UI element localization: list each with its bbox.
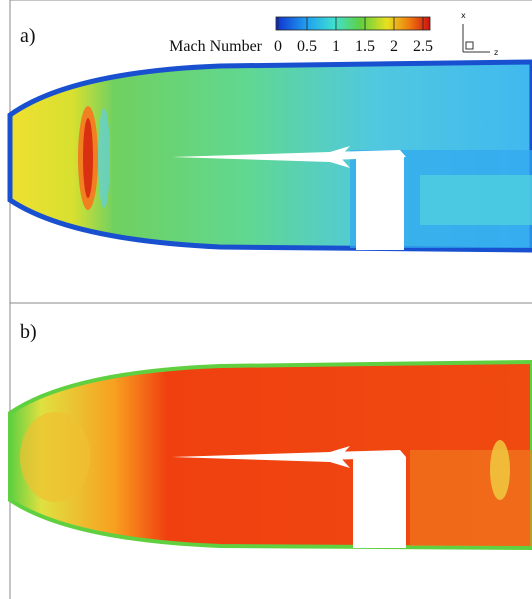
contour-b (10, 362, 532, 548)
figure: a) b) Mach Number 0 0.5 1 1.5 2 2.5 x z (0, 0, 532, 599)
axes-triad (463, 24, 490, 52)
panel-label: a) (20, 25, 36, 47)
colorbar-tick-label: 1.5 (355, 38, 375, 55)
colorbar-tick-label: 0.5 (297, 38, 317, 55)
colorbar-tick-label: 0 (274, 38, 282, 55)
colorbar (276, 17, 430, 30)
colorbar-tick-label: 1 (332, 38, 340, 55)
axis-label: z (494, 48, 498, 57)
colorbar-title: Mach Number (169, 38, 263, 55)
contour-a (10, 62, 532, 250)
colorbar-tick-label: 2 (390, 38, 398, 55)
axis-label: x (461, 11, 466, 20)
colorbar-tick-label: 2.5 (413, 38, 433, 55)
panel-label: b) (20, 321, 37, 343)
